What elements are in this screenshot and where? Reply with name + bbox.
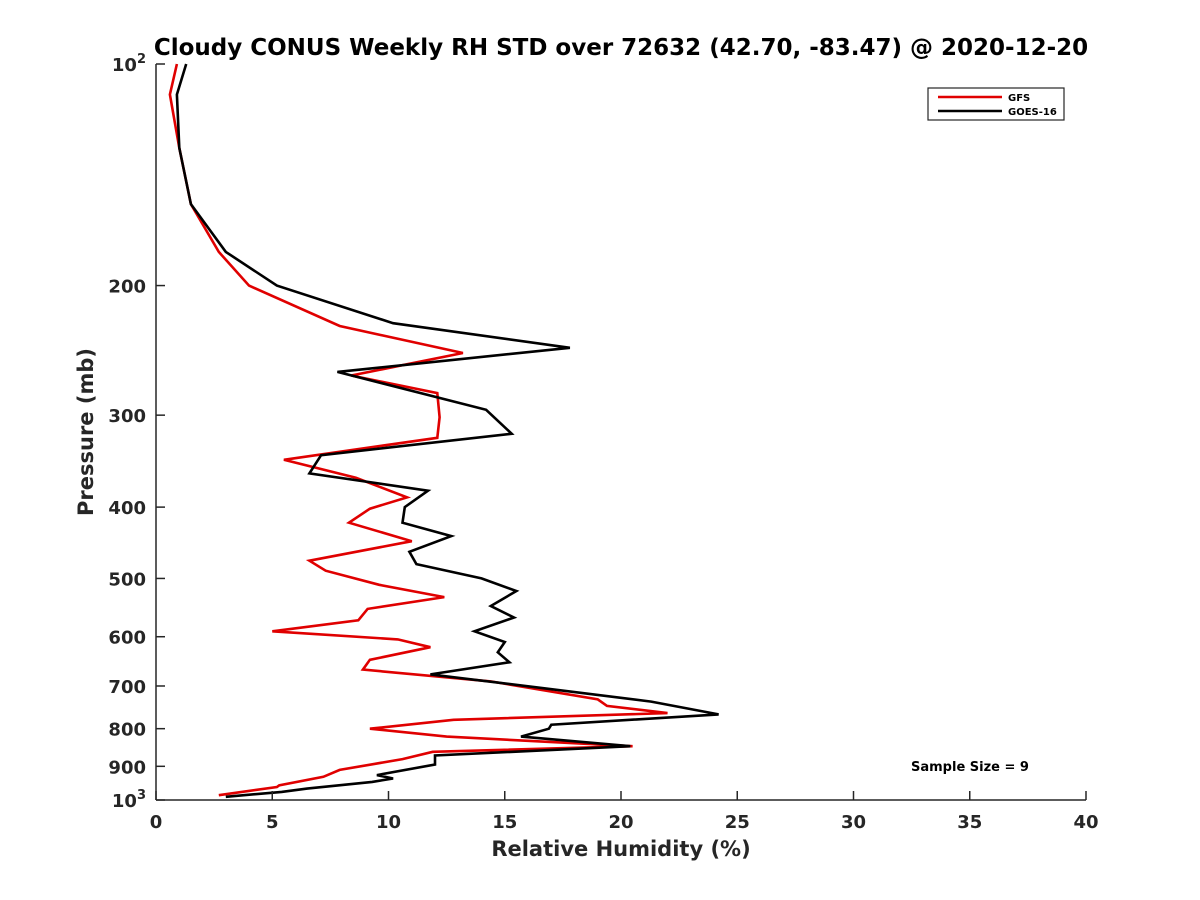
x-tick-label: 30 [841, 812, 866, 833]
x-tick-label: 15 [492, 812, 517, 833]
sample-size-annotation: Sample Size = 9 [911, 760, 1029, 775]
x-tick-label: 40 [1073, 812, 1098, 833]
y-tick-label: 200 [108, 277, 146, 298]
legend: GFS GOES-16 [927, 87, 1065, 121]
x-tick-label: 20 [608, 812, 633, 833]
legend-label-gfs: GFS [1008, 93, 1030, 104]
series-line-goes16 [175, 63, 719, 799]
plot-area [156, 64, 1086, 800]
y-tick-label: 800 [108, 720, 146, 741]
x-tick-label: 25 [725, 812, 750, 833]
x-tick-label: 35 [957, 812, 982, 833]
series-layer [168, 63, 719, 799]
y-tick-label: 500 [108, 569, 146, 590]
x-tick-label: 5 [266, 812, 279, 833]
y-axis-label: Pressure (mb) [74, 348, 98, 516]
y-tick-label: 300 [108, 406, 146, 427]
chart-title: Cloudy CONUS Weekly RH STD over 72632 (4… [154, 35, 1088, 61]
legend-label-goes16: GOES-16 [1008, 107, 1057, 118]
x-tick-label: 0 [150, 812, 163, 833]
x-axis-ticks: 0 5 10 15 20 25 30 35 40 [150, 791, 1099, 833]
x-axis-label: Relative Humidity (%) [491, 837, 750, 861]
y-tick-label: 700 [108, 677, 146, 698]
y-tick-label: 102 [112, 52, 146, 76]
legend-box [927, 87, 1065, 121]
y-axis-ticks: 102 200 300 400 500 600 700 800 900 103 [108, 52, 165, 812]
y-tick-label: 400 [108, 498, 146, 519]
y-tick-label: 600 [108, 628, 146, 649]
y-tick-label: 103 [112, 788, 146, 812]
y-tick-label: 900 [108, 757, 146, 778]
x-tick-label: 10 [376, 812, 401, 833]
